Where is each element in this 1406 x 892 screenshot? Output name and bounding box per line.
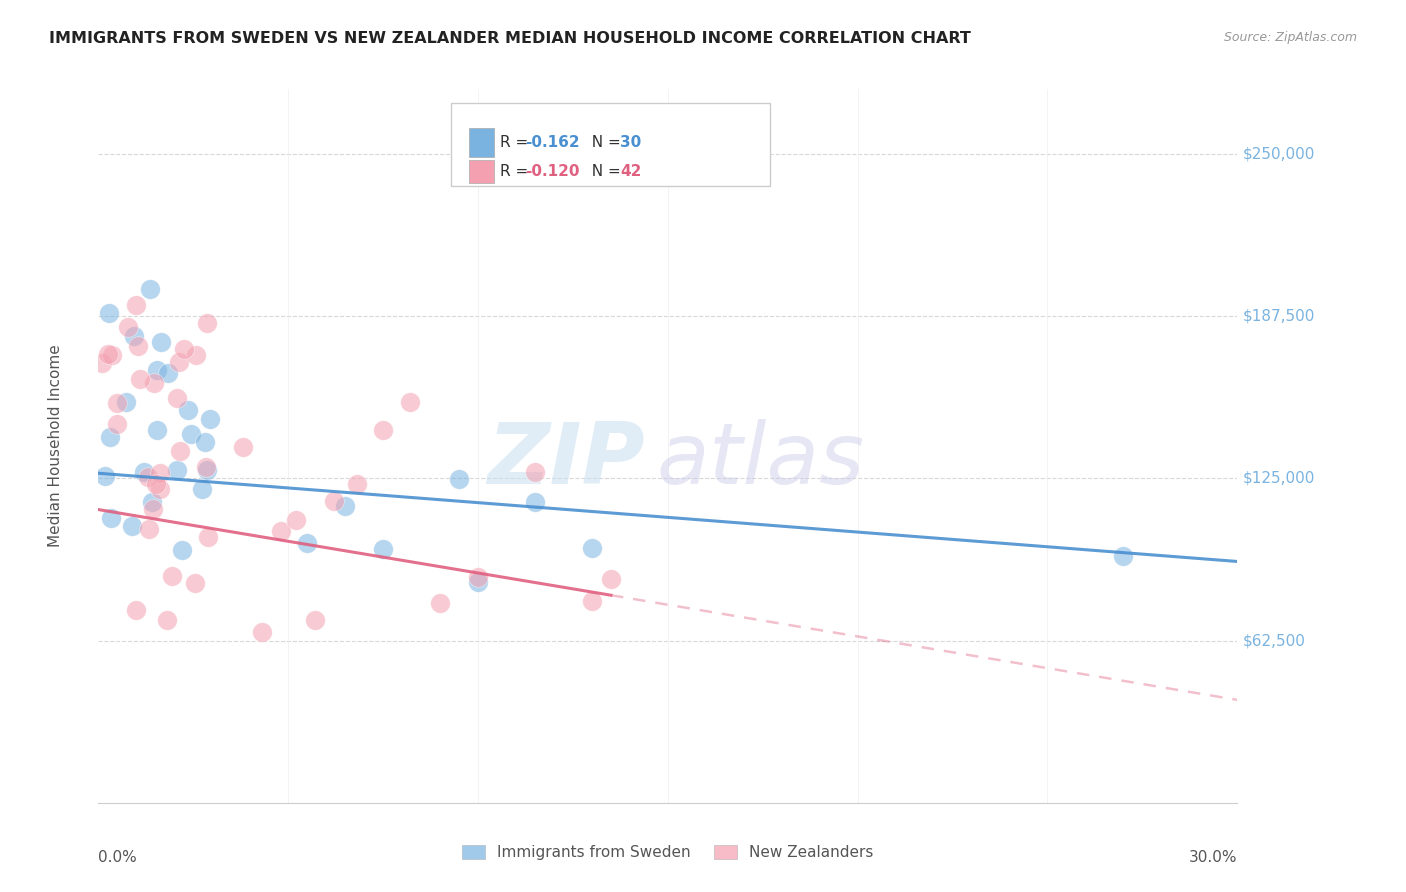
Point [1112, 549, 1135, 564]
Text: Source: ZipAtlas.com: Source: ZipAtlas.com [1223, 31, 1357, 45]
Text: -0.162: -0.162 [526, 136, 581, 150]
Point [138, 522, 160, 536]
FancyBboxPatch shape [451, 103, 770, 186]
Point [346, 477, 368, 491]
Point [581, 594, 603, 608]
Point [184, 348, 207, 362]
Point [98, 430, 121, 444]
Point [524, 495, 547, 509]
Point [143, 376, 166, 390]
Point [101, 348, 124, 362]
Point [270, 524, 292, 538]
Point [322, 493, 344, 508]
Point [156, 613, 179, 627]
Point [197, 316, 219, 330]
Point [139, 281, 162, 295]
Point [125, 298, 148, 312]
Point [467, 570, 489, 584]
Point [114, 395, 136, 409]
Point [297, 535, 319, 549]
Point [134, 465, 156, 479]
Point [184, 575, 207, 590]
Point [98, 305, 121, 319]
Bar [468, 160, 494, 184]
Point [146, 423, 169, 437]
Point [146, 362, 169, 376]
Point [91, 356, 114, 370]
Point [160, 569, 183, 583]
Point [100, 510, 122, 524]
Point [449, 472, 471, 486]
Point [136, 470, 159, 484]
Point [166, 462, 188, 476]
Point [194, 435, 217, 450]
Text: 42: 42 [620, 164, 641, 179]
Point [105, 417, 128, 431]
Point [167, 354, 190, 368]
Point [232, 440, 254, 454]
Point [141, 495, 163, 509]
Point [371, 423, 394, 437]
Point [149, 466, 172, 480]
Point [284, 513, 307, 527]
Text: R =: R = [501, 136, 533, 150]
Point [177, 403, 200, 417]
Point [398, 395, 420, 409]
Point [195, 460, 218, 475]
Point [371, 542, 394, 557]
Text: N =: N = [582, 136, 626, 150]
Point [105, 396, 128, 410]
Text: 30: 30 [620, 136, 641, 150]
Point [169, 444, 191, 458]
Text: R =: R = [501, 164, 533, 179]
Point [467, 575, 489, 590]
Point [180, 427, 202, 442]
Point [157, 367, 180, 381]
Text: atlas: atlas [657, 418, 865, 502]
Point [191, 483, 214, 497]
Point [173, 343, 195, 357]
Point [149, 482, 172, 496]
Point [150, 334, 173, 349]
Text: 30.0%: 30.0% [1189, 849, 1237, 864]
Point [125, 603, 148, 617]
Point [600, 572, 623, 586]
Text: IMMIGRANTS FROM SWEDEN VS NEW ZEALANDER MEDIAN HOUSEHOLD INCOME CORRELATION CHAR: IMMIGRANTS FROM SWEDEN VS NEW ZEALANDER … [49, 31, 972, 46]
Text: N =: N = [582, 164, 626, 179]
Point [581, 541, 603, 555]
Point [97, 347, 120, 361]
Point [122, 329, 145, 343]
Legend: Immigrants from Sweden, New Zealanders: Immigrants from Sweden, New Zealanders [456, 839, 880, 866]
Text: ZIP: ZIP [488, 418, 645, 502]
Point [166, 391, 188, 405]
Point [429, 595, 451, 609]
Point [127, 339, 149, 353]
Point [121, 519, 143, 533]
Point [117, 320, 139, 334]
Point [198, 411, 221, 425]
Point [304, 614, 326, 628]
Bar [468, 128, 494, 157]
Point [335, 499, 357, 513]
Point [250, 625, 273, 640]
Point [94, 469, 117, 483]
Text: $250,000: $250,000 [1243, 146, 1316, 161]
Text: $125,000: $125,000 [1243, 471, 1316, 486]
Point [195, 463, 218, 477]
Point [142, 502, 165, 516]
Text: $187,500: $187,500 [1243, 309, 1316, 324]
Text: 0.0%: 0.0% [98, 849, 138, 864]
Point [197, 530, 219, 544]
Point [129, 372, 152, 386]
Point [145, 477, 167, 491]
Point [524, 465, 547, 479]
Point [170, 543, 193, 558]
Text: $62,500: $62,500 [1243, 633, 1306, 648]
Text: Median Household Income: Median Household Income [48, 344, 63, 548]
Text: -0.120: -0.120 [526, 164, 581, 179]
